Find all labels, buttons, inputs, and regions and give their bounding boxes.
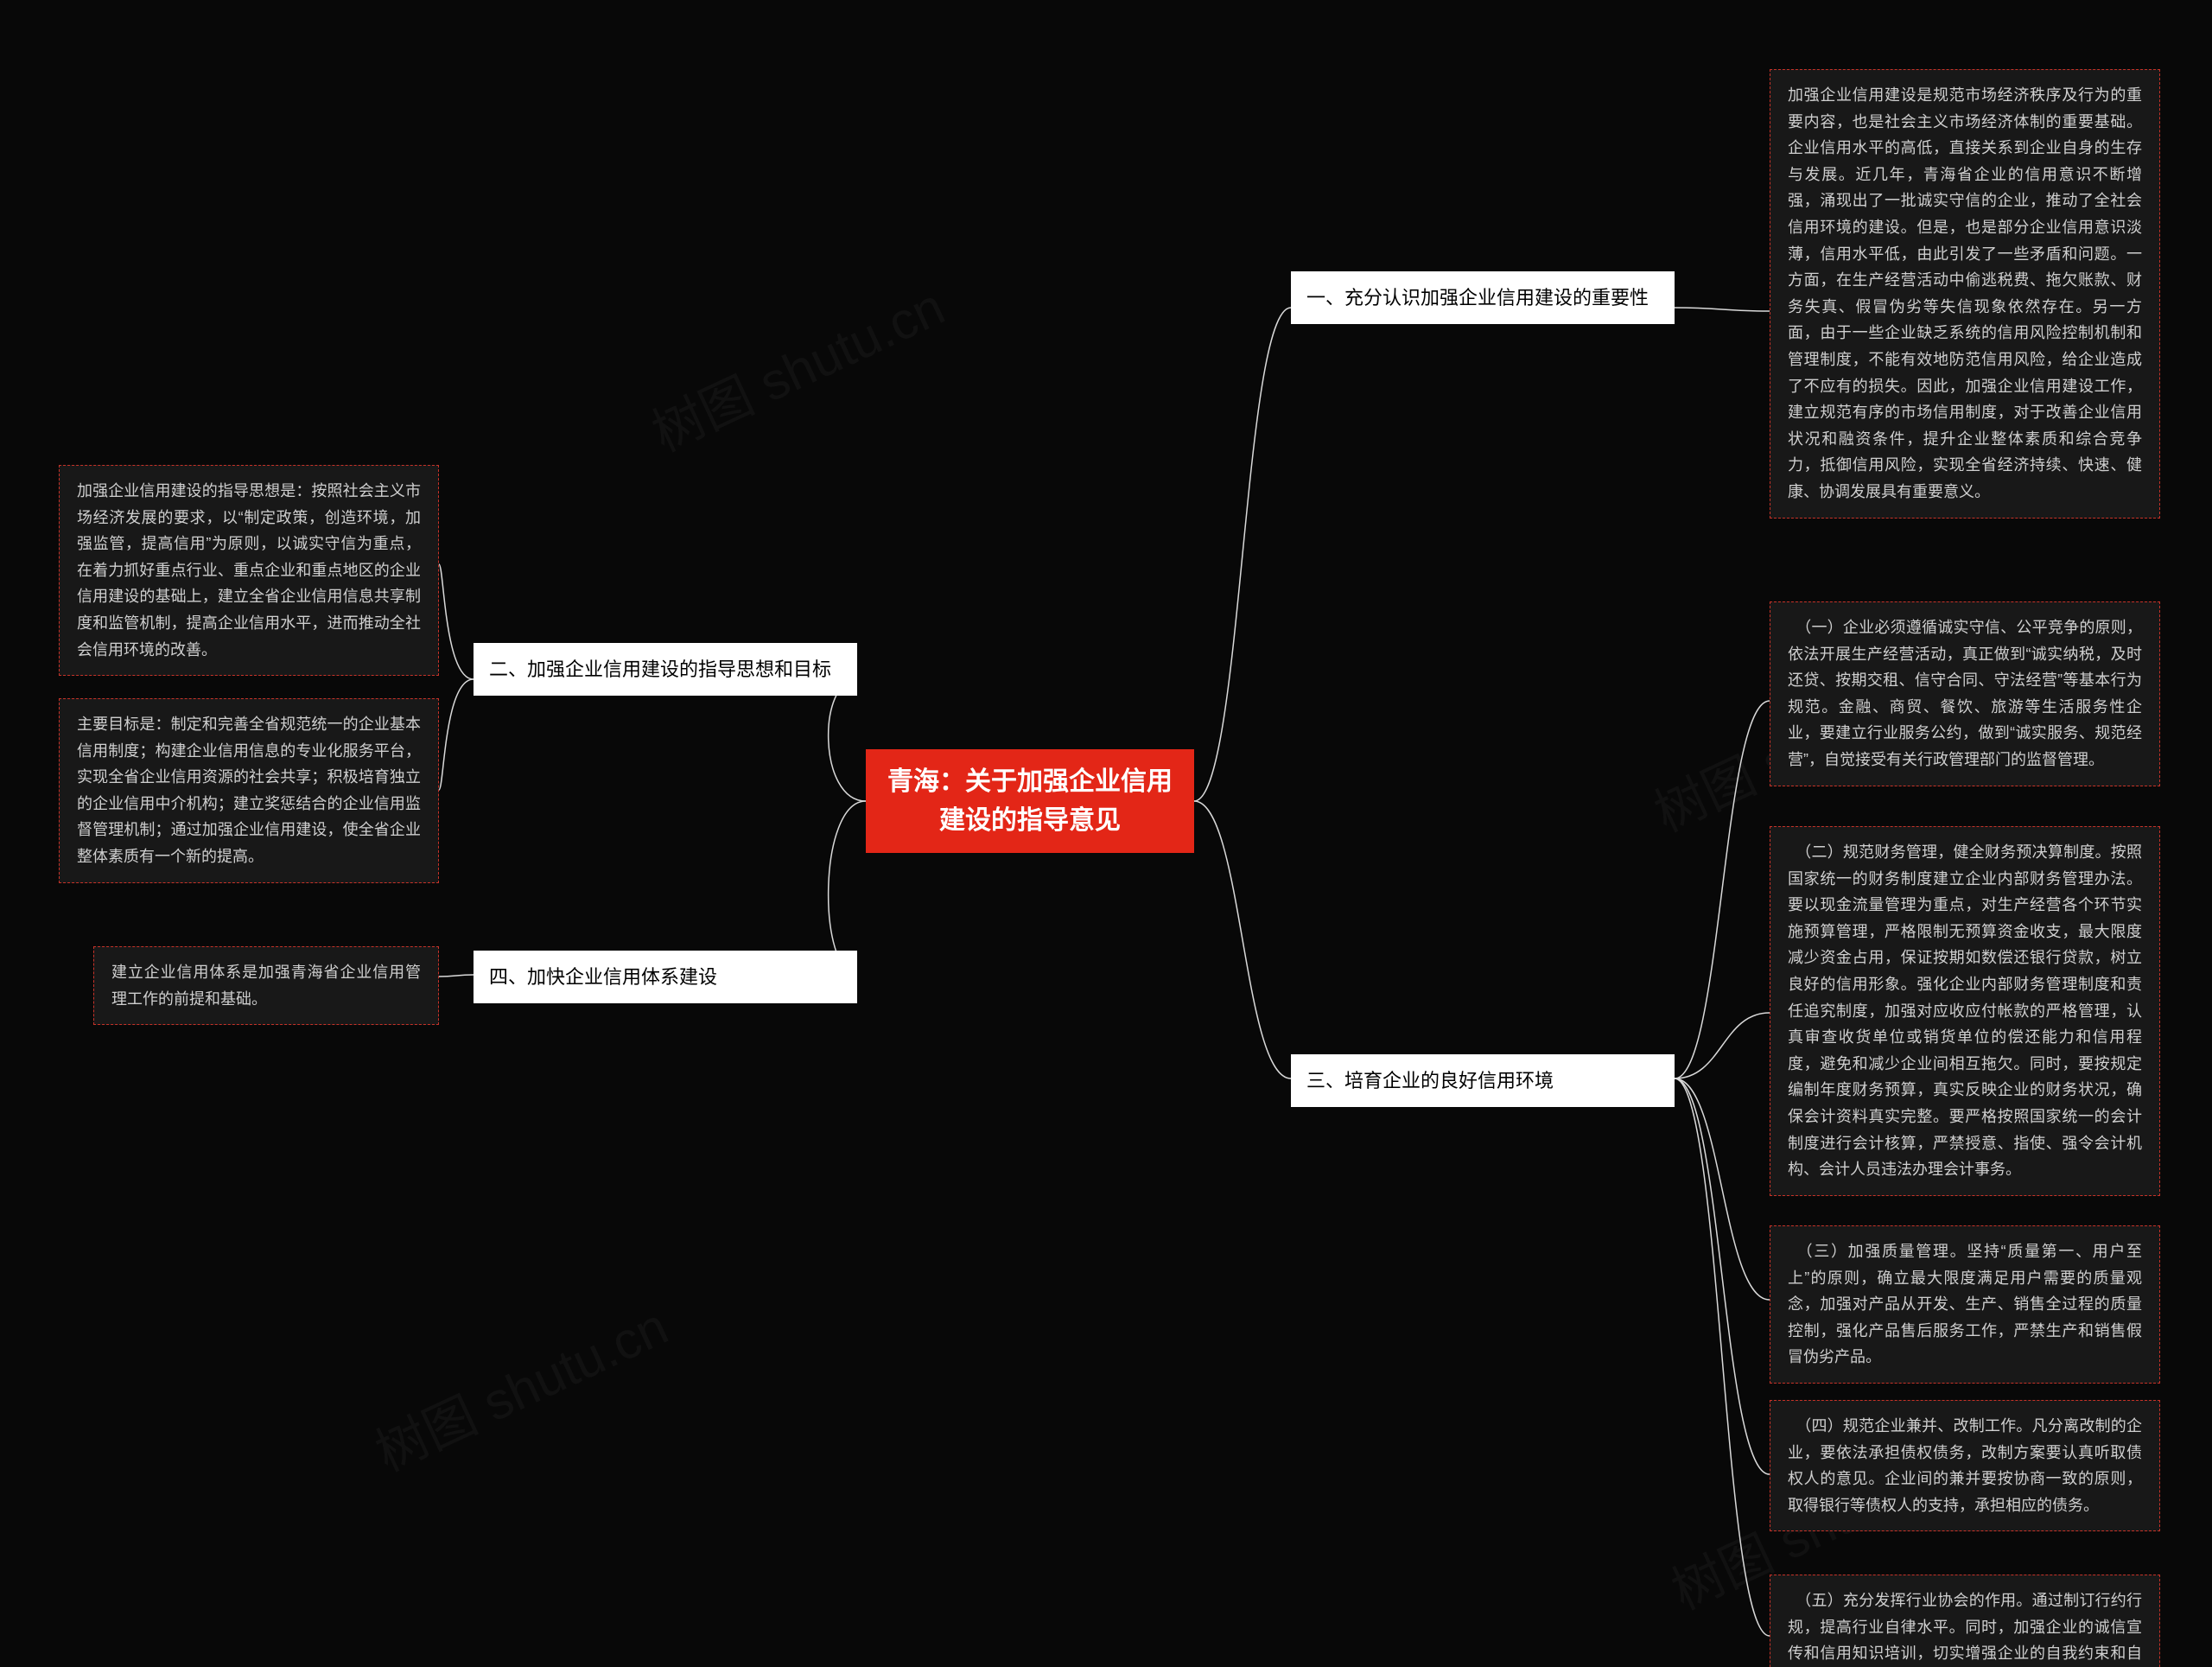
edge — [439, 975, 474, 977]
topic-label: 一、充分认识加强企业信用建设的重要性 — [1306, 287, 1649, 309]
edge — [829, 801, 866, 975]
edge — [1675, 1013, 1770, 1078]
topic-label: 三、培育企业的良好信用环境 — [1306, 1070, 1554, 1091]
detail-text: （二）规范财务管理，健全财务预决算制度。按照国家统一的财务制度建立企业内部财务管… — [1788, 843, 2142, 1178]
detail-text: （四）规范企业兼并、改制工作。凡分离改制的企业，要依法承担债权债务，改制方案要认… — [1788, 1417, 2142, 1514]
detail-node[interactable]: 建立企业信用体系是加强青海省企业信用管理工作的前提和基础。 — [93, 946, 439, 1025]
detail-node[interactable]: （三）加强质量管理。坚持“质量第一、用户至上”的原则，确立最大限度满足用户需要的… — [1770, 1225, 2160, 1384]
topic-label: 四、加快企业信用体系建设 — [489, 966, 717, 988]
watermark: 树图 shutu.cn — [639, 265, 955, 466]
detail-text: （一）企业必须遵循诚实守信、公平竞争的原则，依法开展生产经营活动，真正做到“诚实… — [1788, 619, 2142, 768]
detail-text: 加强企业信用建设的指导思想是：按照社会主义市场经济发展的要求，以“制定政策，创造… — [77, 482, 421, 659]
edge — [829, 679, 866, 801]
topic-label: 二、加强企业信用建设的指导思想和目标 — [489, 659, 831, 680]
topic-node[interactable]: 二、加强企业信用建设的指导思想和目标 — [474, 643, 857, 696]
detail-node[interactable]: （五）充分发挥行业协会的作用。通过制订行约行规，提高行业自律水平。同时，加强企业… — [1770, 1575, 2160, 1667]
topic-node[interactable]: 一、充分认识加强企业信用建设的重要性 — [1291, 271, 1675, 324]
detail-text: 主要目标是：制定和完善全省规范统一的企业基本信用制度；构建企业信用信息的专业化服… — [77, 716, 421, 865]
edge — [1675, 1078, 1770, 1636]
detail-text: 加强企业信用建设是规范市场经济秩序及行为的重要内容，也是社会主义市场经济体制的重… — [1788, 86, 2142, 500]
detail-text: （五）充分发挥行业协会的作用。通过制订行约行规，提高行业自律水平。同时，加强企业… — [1788, 1592, 2142, 1667]
root-label: 青海：关于加强企业信用建设的指导意见 — [887, 762, 1173, 840]
detail-text: （三）加强质量管理。坚持“质量第一、用户至上”的原则，确立最大限度满足用户需要的… — [1788, 1243, 2142, 1365]
watermark: 树图 shutu.cn — [362, 1285, 678, 1486]
edge — [439, 564, 474, 679]
edge — [439, 679, 474, 790]
topic-node[interactable]: 四、加快企业信用体系建设 — [474, 951, 857, 1003]
edge — [1194, 801, 1291, 1078]
topic-node[interactable]: 三、培育企业的良好信用环境 — [1291, 1054, 1675, 1107]
edge — [1675, 1078, 1770, 1474]
detail-node[interactable]: 加强企业信用建设是规范市场经济秩序及行为的重要内容，也是社会主义市场经济体制的重… — [1770, 69, 2160, 519]
detail-node[interactable]: 主要目标是：制定和完善全省规范统一的企业基本信用制度；构建企业信用信息的专业化服… — [59, 698, 439, 883]
edge — [1675, 308, 1770, 311]
root-node[interactable]: 青海：关于加强企业信用建设的指导意见 — [866, 749, 1194, 853]
detail-text: 建立企业信用体系是加强青海省企业信用管理工作的前提和基础。 — [111, 964, 421, 1008]
detail-node[interactable]: 加强企业信用建设的指导思想是：按照社会主义市场经济发展的要求，以“制定政策，创造… — [59, 465, 439, 676]
edge — [1675, 1078, 1770, 1300]
detail-node[interactable]: （一）企业必须遵循诚实守信、公平竞争的原则，依法开展生产经营活动，真正做到“诚实… — [1770, 601, 2160, 786]
detail-node[interactable]: （二）规范财务管理，健全财务预决算制度。按照国家统一的财务制度建立企业内部财务管… — [1770, 826, 2160, 1196]
edge — [1194, 308, 1291, 801]
mindmap-canvas: 树图 shutu.cn 树图 shutu.cn 树图 shutu.cn 树图 s… — [0, 0, 2212, 1667]
edge — [1675, 701, 1770, 1078]
detail-node[interactable]: （四）规范企业兼并、改制工作。凡分离改制的企业，要依法承担债权债务，改制方案要认… — [1770, 1400, 2160, 1531]
